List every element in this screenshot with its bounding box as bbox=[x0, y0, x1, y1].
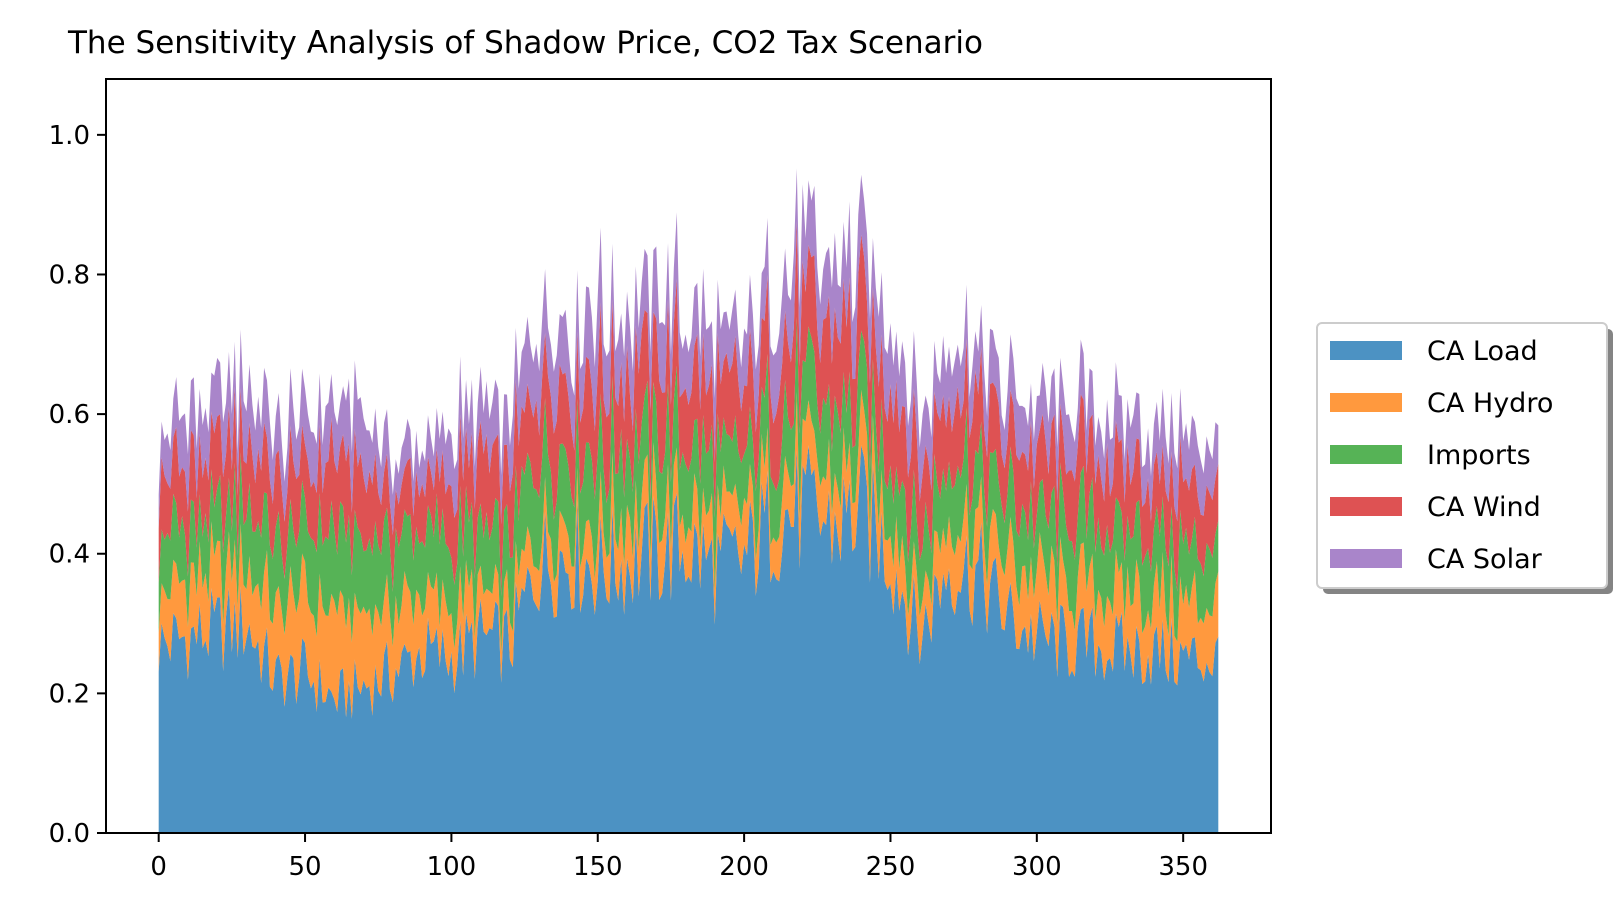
legend-swatch-ca-wind bbox=[1330, 497, 1402, 516]
x-tick-label: 150 bbox=[573, 852, 623, 882]
chart-title: The Sensitivity Analysis of Shadow Price… bbox=[67, 25, 983, 61]
legend-box bbox=[1316, 322, 1608, 589]
legend-swatch-imports bbox=[1330, 445, 1402, 464]
y-tick-label: 0.8 bbox=[49, 260, 90, 290]
legend-label-imports: Imports bbox=[1427, 440, 1531, 471]
legend-swatch-ca-solar bbox=[1330, 549, 1402, 568]
area-ca-wind bbox=[158, 221, 1219, 597]
legend: CA Load CA Hydro Imports CA Wind CA Solar bbox=[1316, 322, 1613, 594]
legend-label-ca-wind: CA Wind bbox=[1427, 492, 1541, 523]
area-imports bbox=[158, 317, 1219, 653]
legend-label-ca-load: CA Load bbox=[1427, 336, 1538, 367]
y-tick-label: 0.2 bbox=[49, 679, 90, 709]
y-tick-label: 0.0 bbox=[49, 819, 90, 849]
y-tick-label: 0.4 bbox=[49, 540, 90, 570]
y-tick-label: 0.6 bbox=[49, 400, 90, 430]
x-tick-label: 50 bbox=[288, 852, 321, 882]
legend-swatch-ca-load bbox=[1330, 341, 1402, 360]
y-tick-label: 1.0 bbox=[49, 121, 90, 151]
legend-label-ca-hydro: CA Hydro bbox=[1427, 388, 1553, 419]
x-axis: 0 50 100 150 200 250 300 350 bbox=[150, 833, 1208, 882]
legend-swatch-ca-hydro bbox=[1330, 393, 1402, 412]
y-axis: 0.0 0.2 0.4 0.6 0.8 1.0 bbox=[49, 121, 106, 849]
x-tick-label: 250 bbox=[866, 852, 916, 882]
x-tick-label: 200 bbox=[719, 852, 769, 882]
area-layers bbox=[158, 168, 1219, 833]
area-ca-hydro bbox=[158, 389, 1219, 719]
area-ca-load bbox=[158, 445, 1219, 833]
x-tick-label: 300 bbox=[1012, 852, 1062, 882]
x-tick-label: 0 bbox=[150, 852, 167, 882]
axes-frame bbox=[105, 78, 1272, 834]
x-tick-label: 100 bbox=[427, 852, 477, 882]
legend-label-ca-solar: CA Solar bbox=[1427, 544, 1543, 575]
x-tick-label: 350 bbox=[1158, 852, 1208, 882]
